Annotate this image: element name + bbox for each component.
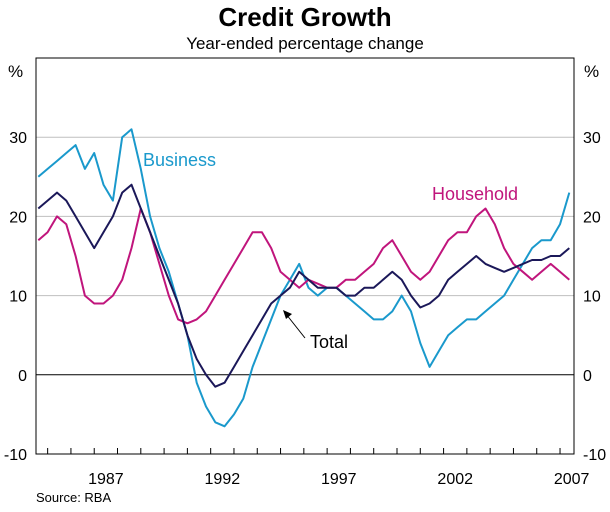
y-tick-label-right: 0: [583, 368, 592, 385]
total-arrow: [283, 310, 306, 339]
series-line-household: [37, 207, 570, 325]
y-tick-label-right: 20: [583, 209, 601, 226]
x-tick-labels: 1987 1992 1997 2002 2007: [88, 471, 589, 488]
y-tick-label-right: -10: [583, 447, 606, 464]
y-unit-left: %: [8, 62, 23, 81]
series-line-business: [37, 128, 571, 428]
source-note: Source: RBA: [36, 490, 111, 505]
label-total: Total: [310, 332, 348, 352]
chart-title: Credit Growth: [218, 2, 391, 32]
y-tick-label-left: 30: [9, 130, 27, 147]
series-layer: [37, 128, 571, 428]
label-household: Household: [432, 184, 518, 204]
x-tick-label: 1997: [321, 471, 357, 488]
series-line-total: [37, 183, 570, 388]
x-tick-label: 2002: [437, 471, 473, 488]
chart-subtitle: Year-ended percentage change: [186, 34, 424, 53]
y-tick-label-left: -10: [4, 447, 27, 464]
x-tick-label: 1992: [205, 471, 241, 488]
gridlines: [36, 136, 574, 297]
y-tick-label-right: 30: [583, 130, 601, 147]
y-tick-label-left: 20: [9, 209, 27, 226]
label-business: Business: [143, 150, 216, 170]
x-tick-label: 2007: [554, 471, 590, 488]
plot-border: [35, 57, 575, 455]
x-tick-marks: [47, 448, 561, 454]
y-tick-label-right: 10: [583, 289, 601, 306]
x-tick-label: 1987: [88, 471, 124, 488]
y-tick-label-left: 0: [18, 368, 27, 385]
y-unit-right: %: [584, 62, 599, 81]
y-tick-label-left: 10: [9, 289, 27, 306]
y-tick-labels: -10 -10 0 0 10 10 20 20 30 30: [4, 130, 606, 464]
